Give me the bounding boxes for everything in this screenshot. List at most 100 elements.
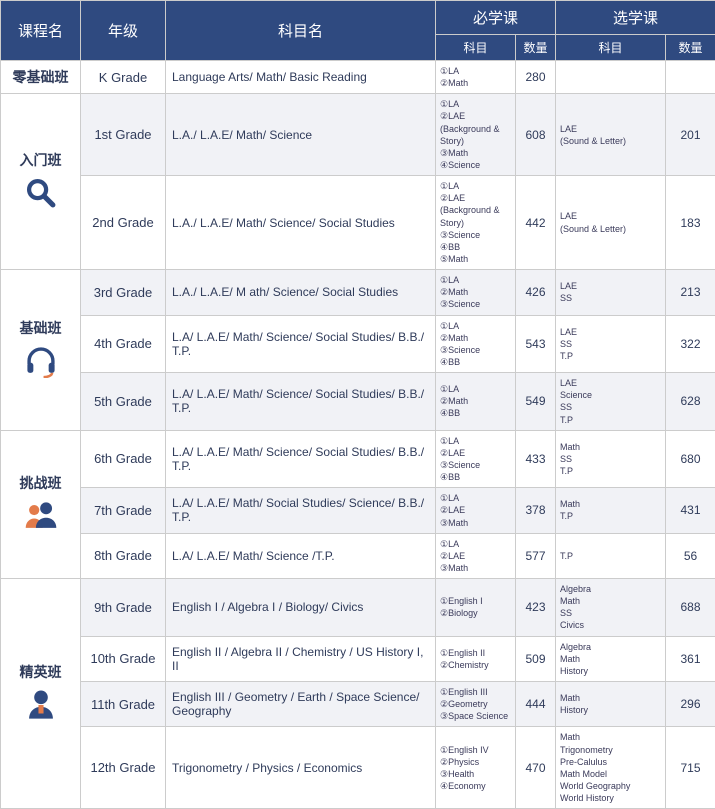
table-row: 4th GradeL.A/ L.A.E/ Math/ Science/ Soci… xyxy=(1,315,715,373)
people-icon xyxy=(3,499,78,536)
grade-cell: 6th Grade xyxy=(81,430,166,488)
level-name: 挑战班 xyxy=(3,473,78,493)
subjects-cell: Trigonometry / Physics / Economics xyxy=(166,727,436,809)
grade-cell: 11th Grade xyxy=(81,682,166,727)
required-qty-cell: 470 xyxy=(516,727,556,809)
level-name: 精英班 xyxy=(3,662,78,682)
required-subjects-cell: ①LA ②LAE (Background & Story) ③Math ④Sci… xyxy=(436,94,516,176)
optional-qty-cell: 213 xyxy=(666,270,715,315)
required-qty-cell: 543 xyxy=(516,315,556,373)
required-subjects-cell: ①LA ②Math ④BB xyxy=(436,373,516,431)
required-subjects-cell: ①LA ②Math xyxy=(436,61,516,94)
optional-subjects-cell: Math T.P xyxy=(556,488,666,533)
table-row: 8th GradeL.A/ L.A.E/ Math/ Science /T.P.… xyxy=(1,533,715,578)
level-name: 基础班 xyxy=(3,318,78,338)
required-qty-cell: 444 xyxy=(516,682,556,727)
optional-subjects-cell: LAE Science SS T.P xyxy=(556,373,666,431)
optional-qty-cell xyxy=(666,61,715,94)
optional-qty-cell: 715 xyxy=(666,727,715,809)
header-opt-subject: 科目 xyxy=(556,35,666,61)
required-qty-cell: 608 xyxy=(516,94,556,176)
required-subjects-cell: ①LA ②LAE ③Math xyxy=(436,533,516,578)
grade-cell: 8th Grade xyxy=(81,533,166,578)
subjects-cell: English III / Geometry / Earth / Space S… xyxy=(166,682,436,727)
optional-subjects-cell: LAE (Sound & Letter) xyxy=(556,176,666,270)
required-qty-cell: 549 xyxy=(516,373,556,431)
header-opt-qty: 数量 xyxy=(666,35,715,61)
table-row: 11th GradeEnglish III / Geometry / Earth… xyxy=(1,682,715,727)
header-req-qty: 数量 xyxy=(516,35,556,61)
grade-cell: 1st Grade xyxy=(81,94,166,176)
required-qty-cell: 378 xyxy=(516,488,556,533)
subjects-cell: L.A/ L.A.E/ Math/ Science/ Social Studie… xyxy=(166,430,436,488)
level-cell: 挑战班 xyxy=(1,430,81,578)
subjects-cell: L.A/ L.A.E/ Math/ Science/ Social Studie… xyxy=(166,315,436,373)
optional-qty-cell: 183 xyxy=(666,176,715,270)
grade-cell: 9th Grade xyxy=(81,579,166,637)
header-req-subject: 科目 xyxy=(436,35,516,61)
optional-subjects-cell: Math SS T.P xyxy=(556,430,666,488)
optional-subjects-cell: LAE SS xyxy=(556,270,666,315)
optional-subjects-cell: LAE SS T.P xyxy=(556,315,666,373)
level-cell: 入门班 xyxy=(1,94,81,270)
subjects-cell: Language Arts/ Math/ Basic Reading xyxy=(166,61,436,94)
required-qty-cell: 433 xyxy=(516,430,556,488)
subjects-cell: English II / Algebra II / Chemistry / US… xyxy=(166,636,436,681)
magnifier-icon xyxy=(3,176,78,213)
optional-subjects-cell: T.P xyxy=(556,533,666,578)
optional-subjects-cell: Algebra Math SS Civics xyxy=(556,579,666,637)
level-cell: 精英班 xyxy=(1,579,81,809)
level-cell: 零基础班 xyxy=(1,61,81,94)
required-subjects-cell: ①LA ②LAE ③Science ④BB xyxy=(436,430,516,488)
optional-subjects-cell: Math History xyxy=(556,682,666,727)
subjects-cell: English I / Algebra I / Biology/ Civics xyxy=(166,579,436,637)
table-header: 课程名 年级 科目名 必学课 选学课 科目 数量 科目 数量 xyxy=(1,1,715,61)
subjects-cell: L.A./ L.A.E/ Math/ Science/ Social Studi… xyxy=(166,176,436,270)
subjects-cell: L.A/ L.A.E/ Math/ Social Studies/ Scienc… xyxy=(166,488,436,533)
table-row: 12th GradeTrigonometry / Physics / Econo… xyxy=(1,727,715,809)
grade-cell: K Grade xyxy=(81,61,166,94)
table-row: 10th GradeEnglish II / Algebra II / Chem… xyxy=(1,636,715,681)
header-course-level: 课程名 xyxy=(1,1,81,61)
optional-subjects-cell xyxy=(556,61,666,94)
required-qty-cell: 280 xyxy=(516,61,556,94)
subjects-cell: L.A./ L.A.E/ Math/ Science xyxy=(166,94,436,176)
required-qty-cell: 442 xyxy=(516,176,556,270)
table-body: 零基础班K GradeLanguage Arts/ Math/ Basic Re… xyxy=(1,61,715,809)
required-qty-cell: 426 xyxy=(516,270,556,315)
table-row: 2nd GradeL.A./ L.A.E/ Math/ Science/ Soc… xyxy=(1,176,715,270)
grade-cell: 12th Grade xyxy=(81,727,166,809)
optional-qty-cell: 628 xyxy=(666,373,715,431)
person-icon xyxy=(3,688,78,725)
grade-cell: 7th Grade xyxy=(81,488,166,533)
grade-cell: 4th Grade xyxy=(81,315,166,373)
subjects-cell: L.A/ L.A.E/ Math/ Science /T.P. xyxy=(166,533,436,578)
table-row: 零基础班K GradeLanguage Arts/ Math/ Basic Re… xyxy=(1,61,715,94)
required-subjects-cell: ①English I ②Biology xyxy=(436,579,516,637)
table-row: 精英班9th GradeEnglish I / Algebra I / Biol… xyxy=(1,579,715,637)
required-qty-cell: 577 xyxy=(516,533,556,578)
optional-subjects-cell: LAE (Sound & Letter) xyxy=(556,94,666,176)
header-grade: 年级 xyxy=(81,1,166,61)
level-name: 零基础班 xyxy=(3,67,78,87)
required-qty-cell: 423 xyxy=(516,579,556,637)
headset-icon xyxy=(3,344,78,381)
optional-subjects-cell: Algebra Math History xyxy=(556,636,666,681)
grade-cell: 2nd Grade xyxy=(81,176,166,270)
required-subjects-cell: ①English III ②Geometry ③Space Science xyxy=(436,682,516,727)
required-subjects-cell: ①LA ②LAE (Background & Story) ③Science ④… xyxy=(436,176,516,270)
table-row: 基础班3rd GradeL.A./ L.A.E/ M ath/ Science/… xyxy=(1,270,715,315)
optional-qty-cell: 296 xyxy=(666,682,715,727)
optional-qty-cell: 680 xyxy=(666,430,715,488)
header-subject: 科目名 xyxy=(166,1,436,61)
level-name: 入门班 xyxy=(3,150,78,170)
optional-qty-cell: 361 xyxy=(666,636,715,681)
required-subjects-cell: ①LA ②Math ③Science ④BB xyxy=(436,315,516,373)
grade-cell: 3rd Grade xyxy=(81,270,166,315)
grade-cell: 5th Grade xyxy=(81,373,166,431)
required-subjects-cell: ①LA ②LAE ③Math xyxy=(436,488,516,533)
subjects-cell: L.A./ L.A.E/ M ath/ Science/ Social Stud… xyxy=(166,270,436,315)
table-row: 挑战班6th GradeL.A/ L.A.E/ Math/ Science/ S… xyxy=(1,430,715,488)
table-row: 5th GradeL.A/ L.A.E/ Math/ Science/ Soci… xyxy=(1,373,715,431)
optional-subjects-cell: Math Trigonometry Pre-Calulus Math Model… xyxy=(556,727,666,809)
